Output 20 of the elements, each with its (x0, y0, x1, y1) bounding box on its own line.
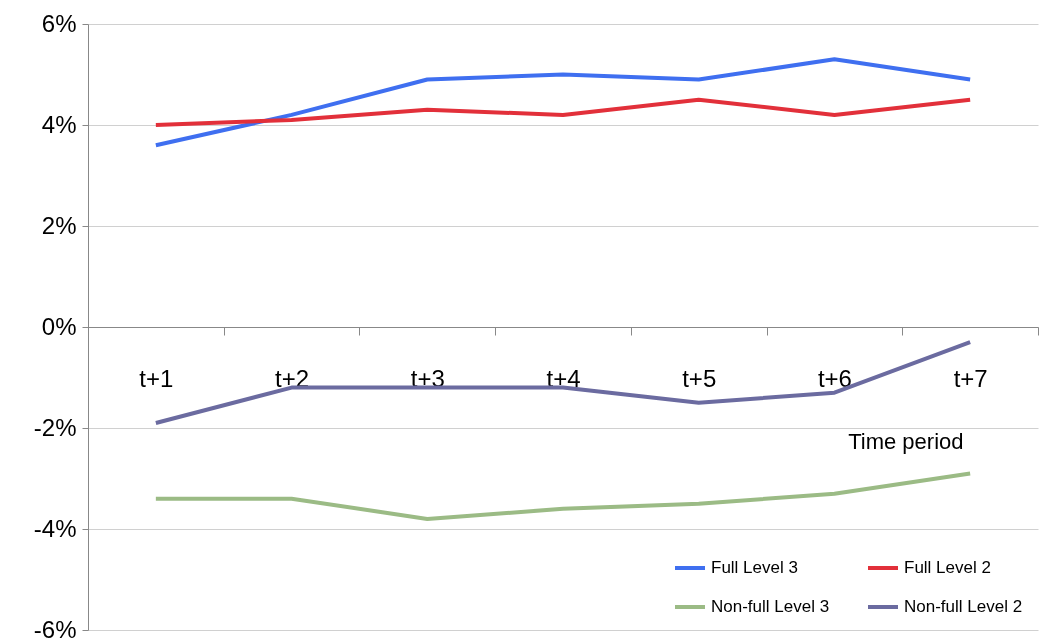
x-tick-label: t+4 (546, 364, 581, 392)
y-tick-label: -6% (33, 615, 77, 643)
x-tick-label: t+1 (139, 364, 174, 392)
legend-label: Full Level 3 (711, 558, 798, 577)
legend-label: Full Level 2 (904, 558, 991, 577)
x-tick-label: t+5 (682, 364, 717, 392)
line-series (153, 57, 973, 148)
legend-label: Non-full Level 2 (904, 597, 1023, 616)
y-tick-label: -2% (33, 413, 77, 441)
line-series (153, 97, 973, 127)
y-tick-label: 6% (41, 9, 77, 37)
y-tick-label: 0% (41, 312, 77, 340)
y-tick-label: -4% (33, 514, 77, 542)
legend-label: Non-full Level 3 (711, 597, 830, 616)
line-series (153, 471, 973, 521)
y-tick-label: 4% (41, 110, 77, 138)
y-tick-label: 2% (41, 211, 77, 239)
x-tick-label: t+6 (817, 364, 852, 392)
x-axis-title: Time period (848, 428, 964, 454)
x-tick-label: t+7 (953, 364, 988, 392)
